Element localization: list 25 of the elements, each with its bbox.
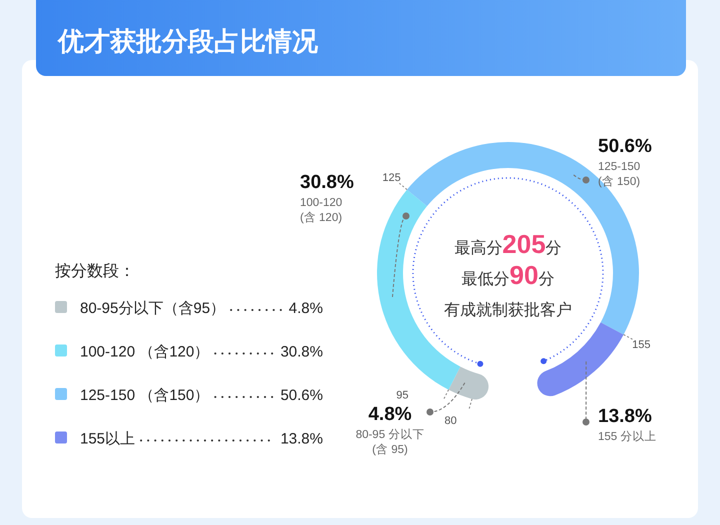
data-label: 30.8% bbox=[300, 172, 354, 193]
text: 有成就制获批客户 bbox=[444, 301, 572, 319]
text: 95 bbox=[396, 390, 409, 402]
text: 最低分90分 bbox=[462, 260, 554, 290]
text: 155 bbox=[632, 338, 650, 351]
text: 80 bbox=[444, 415, 457, 428]
text: 155 分以上 bbox=[598, 430, 656, 443]
text: 最高分205分 bbox=[454, 229, 562, 259]
text: 125-150 (含 150) bbox=[598, 161, 640, 188]
text: 4.8% bbox=[288, 300, 323, 317]
text: 125 bbox=[382, 172, 401, 184]
data-label: 50.6% bbox=[598, 136, 652, 157]
text: 100-120 (含 120) bbox=[300, 197, 342, 224]
data-label: 13.8% bbox=[598, 406, 652, 427]
text: 13.8% bbox=[280, 430, 323, 448]
legend-label: 100-120 （含120） bbox=[80, 344, 210, 360]
data-label: 4.8% bbox=[368, 404, 412, 425]
legend-label: 80-95分以下（含95） bbox=[80, 300, 226, 317]
text: 30.8% bbox=[280, 344, 323, 360]
text: 80-95 分以下(含 95) bbox=[356, 428, 424, 456]
chart-title: 优才获批分段占比情况 bbox=[57, 26, 319, 56]
legend-title: 按分数段： bbox=[55, 262, 135, 280]
text: 50.6% bbox=[280, 387, 323, 404]
legend-label: 125-150 （含150） bbox=[80, 387, 210, 404]
legend-label: 155以上 bbox=[80, 430, 136, 448]
